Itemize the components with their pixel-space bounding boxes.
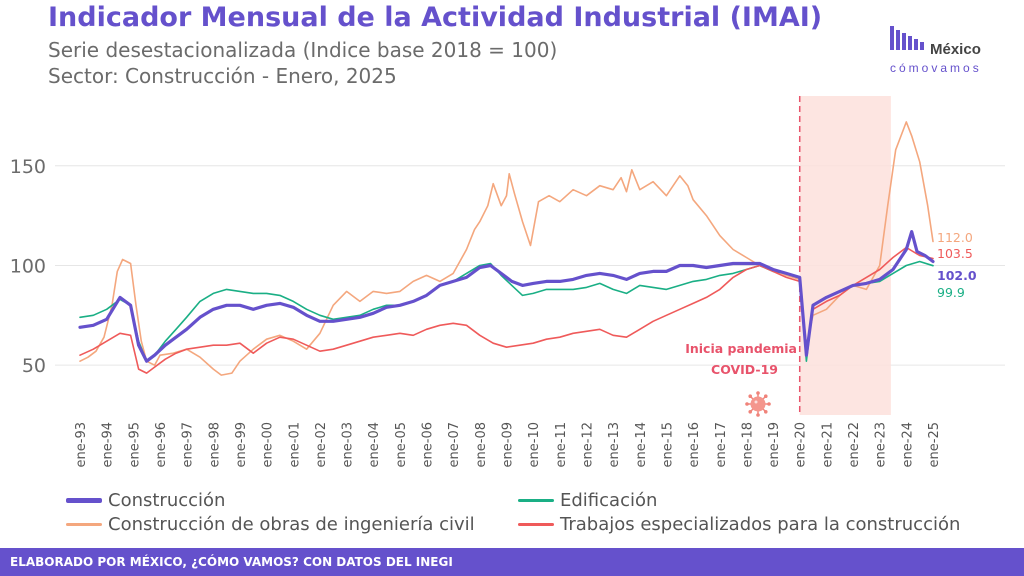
pandemic-shade: [798, 96, 891, 415]
chart-sector-subtitle: Sector: Construcción - Enero, 2025: [48, 64, 397, 88]
legend-swatch: [518, 523, 554, 526]
x-tick-label: ene-07: [447, 422, 462, 467]
y-tick-label: 50: [22, 355, 46, 377]
x-tick-label: ene-96: [154, 422, 169, 467]
x-tick-label: ene-16: [687, 422, 702, 467]
virus-body: [750, 396, 766, 412]
y-axis-ticks: 50 100 150: [10, 156, 46, 377]
legend-swatch: [66, 523, 102, 526]
logo-text-top: México: [930, 41, 981, 58]
x-tick-label: ene-23: [874, 422, 889, 467]
legend-label: Edificación: [560, 490, 658, 511]
end-value-label: 99.9: [937, 285, 965, 300]
legend-label: Trabajos especializados para la construc…: [560, 514, 961, 535]
x-tick-label: ene-17: [714, 422, 729, 467]
virus-spike-tip: [748, 394, 753, 399]
x-tick-label: ene-12: [580, 422, 595, 467]
logo-text-bottom: cómovamos: [890, 61, 982, 75]
legend-swatch: [518, 499, 554, 502]
series-line-2: [79, 246, 934, 374]
legend-item-edificacion: Edificación: [518, 490, 657, 511]
x-tick-label: ene-14: [634, 422, 649, 467]
x-axis-ticks: ene-93 ene-94 ene-95 ene-96 ene-97 ene-98 ene-…: [74, 422, 942, 467]
virus-spot: [754, 400, 758, 404]
x-tick-label: ene-93: [74, 422, 89, 467]
x-tick-label: ene-06: [421, 422, 436, 467]
x-tick-label: ene-18: [740, 422, 755, 467]
x-tick-label: ene-05: [394, 422, 409, 467]
x-tick-label: ene-04: [367, 422, 382, 467]
x-tick-label: ene-09: [501, 422, 516, 467]
legend-item-trabajos-especializados: Trabajos especializados para la construc…: [518, 514, 960, 535]
footer-credit: ELABORADO POR MÉXICO, ¿CÓMO VAMOS? CON D…: [0, 548, 1024, 576]
series-lines: [78, 121, 935, 376]
x-tick-label: ene-11: [554, 422, 569, 467]
virus-spike-tip: [763, 394, 768, 399]
virus-spike-tip: [745, 402, 749, 406]
end-value-label: 112.0: [937, 230, 973, 245]
chart-subtitle: Serie desestacionalizada (Indice base 20…: [48, 38, 558, 62]
mexico-como-vamos-logo: México cómovamos: [890, 26, 982, 75]
x-tick-label: ene-10: [527, 422, 542, 467]
annotation-text-line2: COVID-19: [711, 362, 778, 377]
x-tick-label: ene-13: [607, 422, 622, 467]
x-tick-label: ene-03: [341, 422, 356, 467]
virus-spike-tip: [763, 409, 768, 414]
pandemic-shaded-region: [799, 96, 891, 415]
x-tick-label: ene-15: [660, 422, 675, 467]
legend-item-ingenieria-civil: Construcción de obras de ingeniería civi…: [66, 514, 475, 535]
x-tick-label: ene-20: [794, 422, 809, 467]
x-tick-label: ene-21: [820, 422, 835, 467]
x-tick-label: ene-08: [474, 422, 489, 467]
virus-spike-tip: [756, 413, 760, 417]
x-tick-label: ene-95: [127, 422, 142, 467]
end-value-label: 103.5: [937, 246, 973, 261]
x-tick-label: ene-01: [287, 422, 302, 467]
x-tick-label: ene-02: [314, 422, 329, 467]
legend-label: Construcción de obras de ingeniería civi…: [108, 514, 475, 535]
logo-bars-icon: [890, 26, 924, 50]
legend-swatch: [66, 498, 102, 503]
x-tick-label: ene-00: [261, 422, 276, 467]
virus-spike-tip: [767, 402, 771, 406]
x-tick-label: ene-24: [900, 422, 915, 467]
legend-label: Construcción: [108, 490, 226, 511]
virus-spike-tip: [756, 391, 760, 395]
x-tick-label: ene-22: [847, 422, 862, 467]
x-tick-label: ene-99: [234, 422, 249, 467]
end-value-label: 102.0: [937, 268, 977, 283]
virus-spike-tip: [748, 409, 753, 414]
x-tick-label: ene-19: [767, 422, 782, 467]
chart-title: Indicador Mensual de la Actividad Indust…: [48, 2, 823, 33]
y-tick-label: 150: [10, 156, 46, 178]
annotation-text-line1: Inicia pandemia: [685, 341, 797, 356]
pandemic-annotation: Inicia pandemia COVID-19: [685, 341, 797, 417]
legend-item-construccion: Construcción: [66, 490, 225, 511]
x-tick-label: ene-97: [181, 422, 196, 467]
x-tick-label: ene-94: [101, 422, 116, 467]
x-tick-label: ene-25: [927, 422, 942, 467]
virus-icon: [745, 391, 771, 417]
y-tick-label: 100: [10, 255, 46, 277]
x-tick-label: ene-98: [207, 422, 222, 467]
series-line-3: [78, 230, 935, 363]
